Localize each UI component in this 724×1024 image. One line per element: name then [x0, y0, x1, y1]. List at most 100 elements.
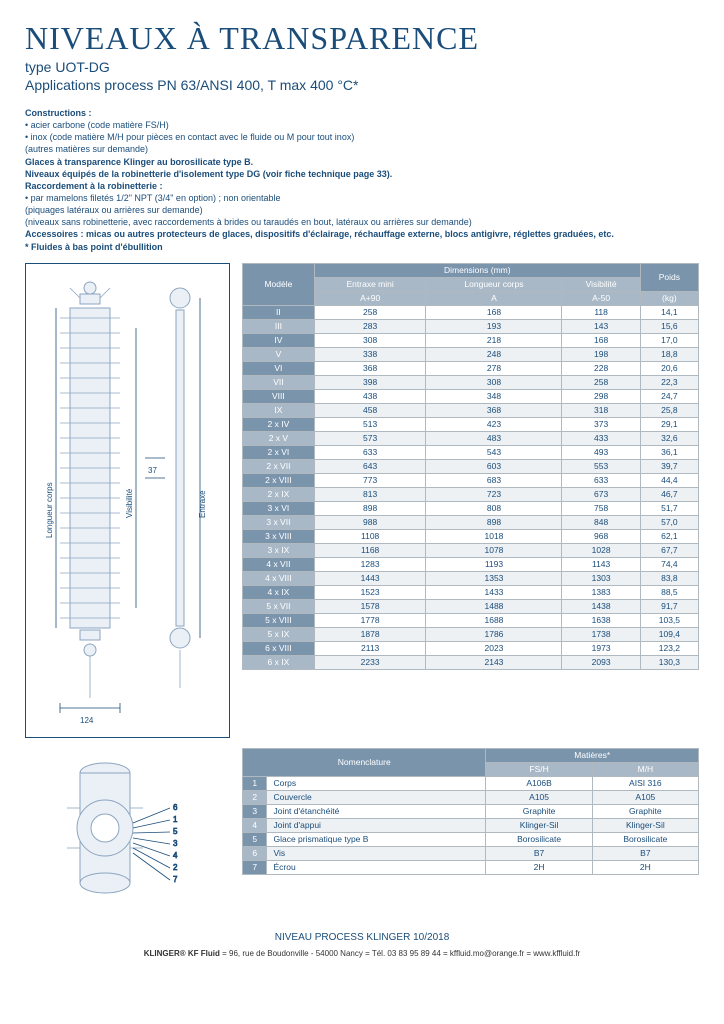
table-cell: 2023 [426, 641, 562, 655]
table-cell: 723 [426, 487, 562, 501]
table-cell: 193 [426, 319, 562, 333]
nom-row-num: 3 [243, 804, 267, 818]
desc-raccord-1: • par mamelons filetés 1/2" NPT (3/4" en… [25, 193, 281, 203]
nom-row-label: Glace prismatique type B [267, 832, 486, 846]
th-fsh: FS/H [486, 762, 592, 776]
table-row-model: 2 x V [243, 431, 315, 445]
table-cell: 1738 [562, 627, 640, 641]
table-cell: 483 [426, 431, 562, 445]
subtitle-app: Applications process PN 63/ANSI 400, T m… [25, 77, 699, 93]
nom-row-mh: A105 [592, 790, 698, 804]
table-row-model: VII [243, 375, 315, 389]
dim-37: 37 [148, 466, 157, 475]
table-cell: 1786 [426, 627, 562, 641]
table-cell: 29,1 [640, 417, 698, 431]
table-cell: 74,4 [640, 557, 698, 571]
table-cell: 258 [314, 305, 426, 319]
desc-bullet-2: • inox (code matière M/H pour pièces en … [25, 132, 354, 142]
table-cell: 553 [562, 459, 640, 473]
table-cell: 1443 [314, 571, 426, 585]
desc-glaces: Glaces à transparence Klinger au borosil… [25, 157, 253, 167]
table-cell: 1878 [314, 627, 426, 641]
nom-row-num: 6 [243, 846, 267, 860]
table-cell: 198 [562, 347, 640, 361]
table-cell: 368 [426, 403, 562, 417]
table-cell: 423 [426, 417, 562, 431]
table-row-model: 5 x VIII [243, 613, 315, 627]
svg-text:3: 3 [173, 839, 178, 848]
table-cell: 988 [314, 515, 426, 529]
table-cell: 278 [426, 361, 562, 375]
nom-row-label: Corps [267, 776, 486, 790]
table-cell: 493 [562, 445, 640, 459]
table-cell: 218 [426, 333, 562, 347]
table-cell: 228 [562, 361, 640, 375]
footer-line-1: NIVEAU PROCESS KLINGER 10/2018 [25, 932, 699, 943]
table-cell: 368 [314, 361, 426, 375]
table-cell: 898 [426, 515, 562, 529]
nomenclature-table: Nomenclature Matières* FS/H M/H 1CorpsA1… [242, 748, 699, 875]
table-cell: 308 [426, 375, 562, 389]
table-cell: 1143 [562, 557, 640, 571]
nom-row-fsh: Klinger-Sil [486, 818, 592, 832]
table-cell: 848 [562, 515, 640, 529]
nom-row-mh: B7 [592, 846, 698, 860]
table-cell: 2143 [426, 655, 562, 669]
table-cell: 1168 [314, 543, 426, 557]
th-dimensions: Dimensions (mm) [314, 263, 640, 277]
table-cell: 373 [562, 417, 640, 431]
nom-row-num: 7 [243, 860, 267, 874]
nom-row-num: 5 [243, 832, 267, 846]
table-cell: 398 [314, 375, 426, 389]
table-cell: 15,6 [640, 319, 698, 333]
label-visibilite: Visibilité [125, 488, 134, 518]
dimensions-table: Modèle Dimensions (mm) Poids Entraxe min… [242, 263, 699, 670]
table-row-model: VI [243, 361, 315, 375]
table-row-model: 3 x VII [243, 515, 315, 529]
section-diagram: 6 1 5 3 4 2 7 [25, 748, 230, 918]
table-cell: 1578 [314, 599, 426, 613]
nom-row-fsh: A106B [486, 776, 592, 790]
table-cell: 808 [426, 501, 562, 515]
table-cell: 643 [314, 459, 426, 473]
table-cell: 1193 [426, 557, 562, 571]
table-row-model: 2 x IV [243, 417, 315, 431]
table-cell: 1973 [562, 641, 640, 655]
table-cell: 1438 [562, 599, 640, 613]
nom-row-label: Couvercle [267, 790, 486, 804]
table-cell: 36,1 [640, 445, 698, 459]
table-cell: 1018 [426, 529, 562, 543]
nom-row-fsh: 2H [486, 860, 592, 874]
table-cell: 1638 [562, 613, 640, 627]
table-cell: 44,4 [640, 473, 698, 487]
nom-row-fsh: A105 [486, 790, 592, 804]
table-row-model: 3 x VI [243, 501, 315, 515]
description-block: Constructions : • acier carbone (code ma… [25, 107, 699, 253]
nom-row-label: Vis [267, 846, 486, 860]
table-cell: 318 [562, 403, 640, 417]
table-row-model: IV [243, 333, 315, 347]
table-cell: 773 [314, 473, 426, 487]
svg-text:5: 5 [173, 827, 178, 836]
table-cell: 458 [314, 403, 426, 417]
desc-niveaux: Niveaux équipés de la robinetterie d'iso… [25, 169, 392, 179]
table-cell: 543 [426, 445, 562, 459]
th-a90: A+90 [314, 291, 426, 305]
table-cell: 1028 [562, 543, 640, 557]
table-row-model: 6 x VIII [243, 641, 315, 655]
svg-text:7: 7 [173, 875, 178, 884]
table-cell: 758 [562, 501, 640, 515]
table-row-model: 2 x VII [243, 459, 315, 473]
table-cell: 438 [314, 389, 426, 403]
footer-contact: = 96, rue de Boudonville - 54000 Nancy =… [220, 949, 580, 958]
table-row-model: III [243, 319, 315, 333]
table-cell: 17,0 [640, 333, 698, 347]
th-visibilite: Visibilité [562, 277, 640, 291]
table-cell: 2113 [314, 641, 426, 655]
table-cell: 103,5 [640, 613, 698, 627]
table-row-model: 4 x VIII [243, 571, 315, 585]
th-mh: M/H [592, 762, 698, 776]
label-longueur-corps: Longueur corps [45, 482, 54, 538]
table-cell: 573 [314, 431, 426, 445]
table-row-model: 2 x IX [243, 487, 315, 501]
